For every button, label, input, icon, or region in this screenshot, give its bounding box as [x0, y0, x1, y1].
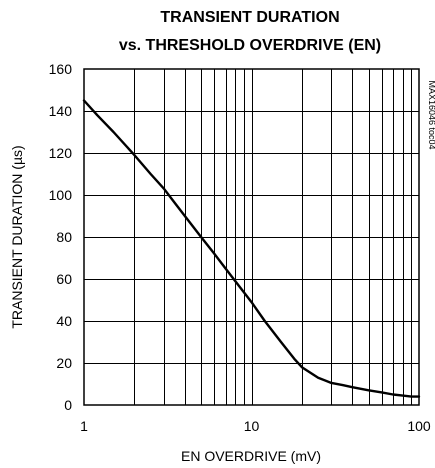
- chart-title-line-1: TRANSIENT DURATION: [160, 9, 339, 26]
- y-tick-label: 60: [56, 271, 72, 287]
- y-axis-label: TRANSIENT DURATION (µs): [9, 145, 25, 328]
- y-tick-labels: 0 20 40 60 80 100 120 140 160: [49, 61, 73, 413]
- y-tick-label: 0: [64, 397, 72, 413]
- y-tick-label: 120: [49, 145, 73, 161]
- x-tick-label: 100: [407, 418, 431, 434]
- y-tick-label: 100: [49, 187, 73, 203]
- x-tick-label: 1: [80, 418, 88, 434]
- y-tick-label: 40: [56, 313, 72, 329]
- y-tick-label: 80: [56, 229, 72, 245]
- plot-frame: [83, 68, 420, 406]
- y-tick-label: 140: [49, 103, 73, 119]
- x-tick-label: 10: [244, 418, 260, 434]
- x-tick-labels: 1 10 100: [80, 418, 431, 434]
- y-tick-label: 160: [49, 61, 73, 77]
- y-tick-label: 20: [56, 355, 72, 371]
- x-axis-label: EN OVERDRIVE (mV): [181, 448, 321, 464]
- figure-code: MAX16046 toc04: [427, 80, 435, 149]
- data-series-line: [82, 99, 421, 398]
- grid: [84, 69, 419, 405]
- chart-title-line-2: vs. THRESHOLD OVERDRIVE (EN): [119, 37, 381, 54]
